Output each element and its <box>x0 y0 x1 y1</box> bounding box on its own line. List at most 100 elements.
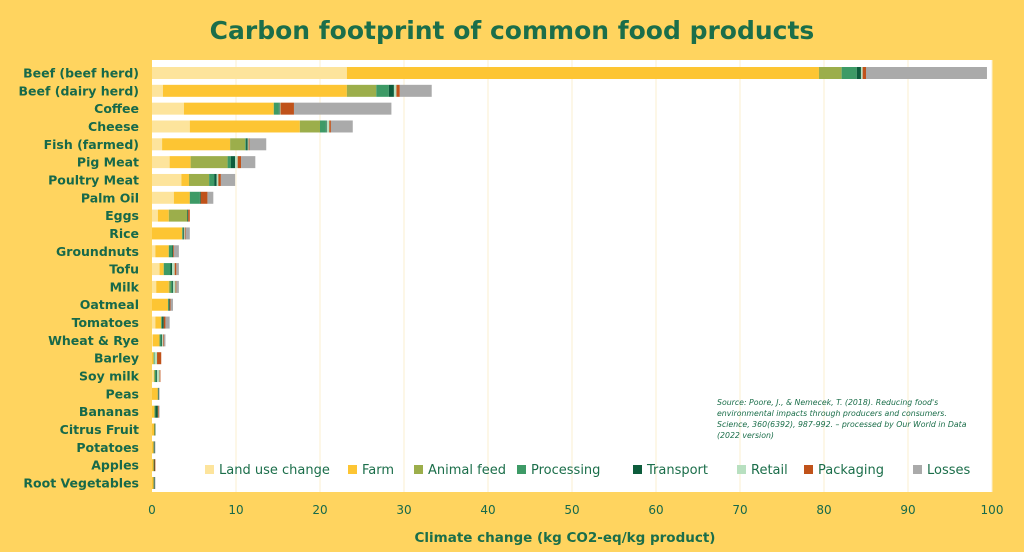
bar-segment-transport <box>230 156 236 169</box>
bar-segment-farm <box>152 334 160 347</box>
x-tick-label: 50 <box>564 503 579 517</box>
x-tick-label: 0 <box>148 503 156 517</box>
bar-segment-land-use-change <box>152 84 163 97</box>
bar-segment-land-use-change <box>152 120 190 133</box>
bar-segment-retail <box>157 370 160 383</box>
bar-segment-packaging <box>157 405 159 418</box>
category-label: Fish (farmed) <box>44 137 139 152</box>
legend-swatch <box>737 465 746 474</box>
bar-segment-packaging <box>154 459 156 472</box>
bar-segment-retail <box>216 173 219 186</box>
bar-segment-transport <box>153 477 155 489</box>
x-tick-label: 30 <box>396 503 411 517</box>
bar-segment-losses <box>170 298 173 311</box>
bar-segment-losses <box>176 280 179 293</box>
bar-segment-transport <box>156 370 158 383</box>
x-axis-label: Climate change (kg CO2-eq/kg product) <box>414 530 716 546</box>
bar-segment-farm <box>155 316 162 329</box>
category-label: Groundnuts <box>56 244 139 259</box>
bar-segment-land-use-change <box>152 67 347 79</box>
bar-segment-transport <box>153 441 155 454</box>
bar-segment-packaging <box>173 245 174 258</box>
bar-segment-retail <box>154 352 158 365</box>
legend-label: Retail <box>751 463 788 478</box>
bar-segment-transport <box>161 334 163 347</box>
category-label: Apples <box>91 458 139 473</box>
bar-segment-processing <box>182 227 184 240</box>
x-tick-label: 60 <box>648 503 663 517</box>
x-tick-label: 100 <box>981 503 1004 517</box>
bar-segment-animal-feed <box>346 84 377 97</box>
bar-segment-losses <box>241 156 256 169</box>
bar-segment-transport <box>153 459 155 472</box>
bar-segment-processing <box>841 67 857 79</box>
bar-segment-animal-feed <box>818 67 842 79</box>
bar-segment-packaging <box>163 316 166 329</box>
bar-segment-farm <box>152 405 155 418</box>
bar-segment-farm <box>169 156 191 169</box>
x-tick-label: 20 <box>312 503 327 517</box>
bar-segment-farm <box>157 209 169 222</box>
bar-segment-farm <box>159 263 164 276</box>
bar-segment-losses <box>249 138 267 151</box>
bar-segment-land-use-change <box>152 334 153 347</box>
category-label: Poultry Meat <box>48 172 139 187</box>
bar-segment-transport <box>325 120 327 133</box>
category-label: Eggs <box>105 208 139 223</box>
bar-segment-land-use-change <box>152 245 156 258</box>
bar-segment-transport <box>278 102 280 115</box>
category-label: Beef (beef herd) <box>23 66 139 81</box>
bar-segment-farm <box>346 67 819 79</box>
bar-segment-farm <box>152 459 154 472</box>
bar-segment-processing <box>153 352 155 365</box>
bar-segment-packaging <box>329 120 331 133</box>
bar-segment-packaging <box>159 370 161 383</box>
bar-segment-farm <box>189 120 300 133</box>
bar-segment-processing <box>189 191 200 204</box>
bar-segment-retail <box>247 138 249 151</box>
category-label: Barley <box>94 351 139 366</box>
legend-swatch <box>414 465 423 474</box>
x-tick-label: 80 <box>816 503 831 517</box>
bar-segment-packaging <box>174 263 177 276</box>
bar-segment-farm <box>183 102 274 115</box>
bar-segment-processing <box>209 173 215 186</box>
bar-segment-transport <box>187 209 189 222</box>
bar-segment-farm <box>152 477 154 489</box>
bar-segment-losses <box>163 334 166 347</box>
category-label: Citrus Fruit <box>60 422 139 437</box>
bar-segment-farm <box>173 191 190 204</box>
legend-swatch <box>348 465 357 474</box>
bar-segment-losses <box>158 405 160 418</box>
legend-label: Transport <box>646 463 708 478</box>
legend-swatch <box>517 465 526 474</box>
bar-segment-transport <box>157 387 159 400</box>
x-tick-label: 10 <box>228 503 243 517</box>
bar-segment-land-use-change <box>152 370 154 383</box>
bar-segment-losses <box>330 120 353 133</box>
bar-segment-losses <box>866 67 987 79</box>
bar-segment-land-use-change <box>152 263 160 276</box>
chart-title: Carbon footprint of common food products <box>209 16 815 45</box>
bar-segment-retail <box>173 280 176 293</box>
bar-segment-retail <box>860 67 863 79</box>
bar-segment-farm <box>152 352 154 365</box>
category-label: Coffee <box>94 101 139 116</box>
bar-segment-processing <box>168 245 173 258</box>
bar-segment-packaging <box>218 173 221 186</box>
legend-label: Land use change <box>219 463 330 478</box>
bar-segment-transport <box>214 173 217 186</box>
bar-segment-packaging <box>169 298 171 311</box>
bar-segment-animal-feed <box>190 156 228 169</box>
bar-segment-losses <box>165 316 170 329</box>
category-label: Milk <box>110 279 140 294</box>
bar-segment-packaging <box>184 227 186 240</box>
bar-segment-processing <box>245 138 247 151</box>
bar-segment-processing <box>170 280 173 293</box>
category-label: Tomatoes <box>72 315 139 330</box>
bar-segment-packaging <box>280 102 294 115</box>
category-label: Palm Oil <box>81 190 139 205</box>
bar-segment-retail <box>172 263 175 276</box>
legend-label: Processing <box>531 463 600 478</box>
